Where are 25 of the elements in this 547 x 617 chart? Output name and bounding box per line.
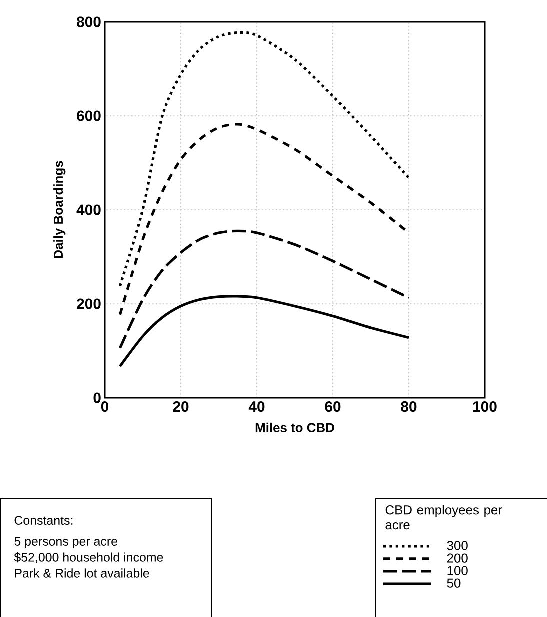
x-tick-label: 80	[401, 402, 417, 412]
x-tick-label: 100	[473, 402, 497, 412]
x-axis-title: Miles to CBD	[256, 422, 334, 432]
y-tick-label: 800	[77, 16, 101, 28]
text: $52,000 household income	[14, 552, 164, 564]
legend-label: 100	[448, 566, 468, 576]
text: Constants:	[14, 516, 73, 526]
x-tick-label: 40	[248, 402, 265, 412]
x-tick-label: 60	[325, 402, 341, 412]
y-tick-label: 600	[77, 110, 101, 122]
y-tick-label: 0	[94, 392, 101, 404]
legend-label: 200	[447, 554, 468, 563]
x-tick-label: 0	[101, 402, 109, 412]
x-tick-label: 20	[173, 402, 189, 412]
text: Park & Ride lot available	[15, 568, 150, 578]
y-axis-title: Daily Boardings	[54, 161, 66, 258]
line-series	[118, 295, 410, 368]
line-series	[118, 31, 410, 288]
legend-label: 50	[447, 578, 461, 588]
line-series	[118, 230, 410, 350]
y-tick-label: 400	[76, 204, 101, 216]
legend-label: 300	[447, 541, 468, 550]
y-tick-label: 200	[77, 298, 101, 310]
text: 5 persons per acre	[14, 537, 118, 548]
legend-title: CBD employees per acre	[386, 505, 502, 530]
